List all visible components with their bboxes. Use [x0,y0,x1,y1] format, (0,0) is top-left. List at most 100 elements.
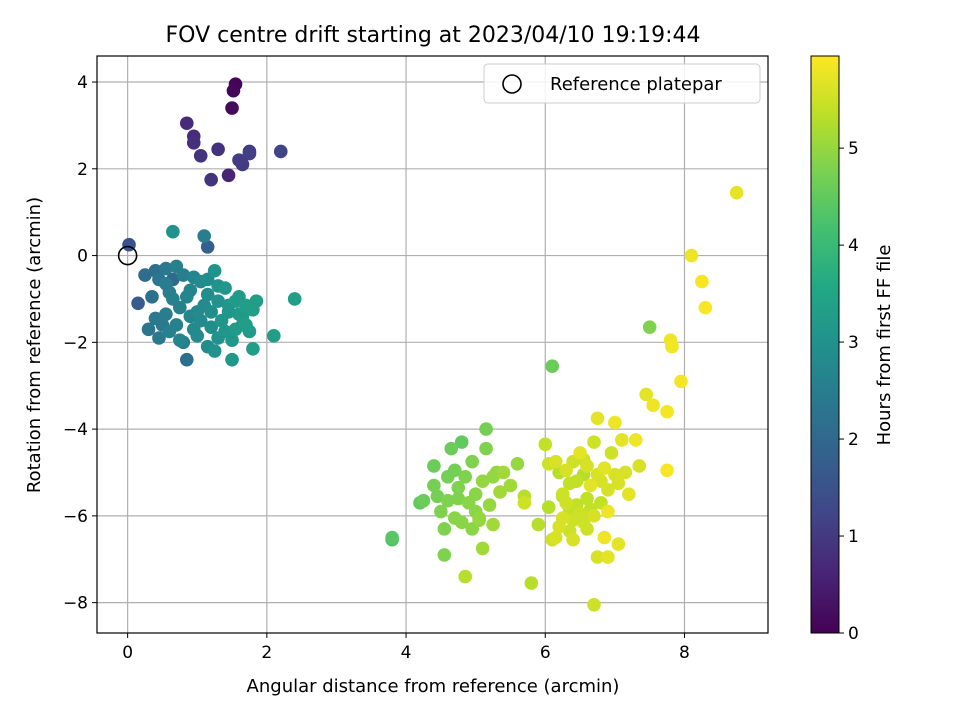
data-point [246,342,260,356]
data-point [590,411,605,426]
data-point [145,289,159,304]
data-point [204,172,218,187]
data-point [597,461,612,475]
data-point [159,276,173,291]
data-point [615,433,629,447]
data-point [447,511,462,525]
colorbar-gradient [810,55,840,634]
data-point [204,305,218,319]
data-point [479,422,493,436]
data-point [221,168,236,183]
data-point [597,530,612,545]
data-point [646,398,660,413]
y-tick-label: −2 [63,333,88,353]
legend-label-reference: Reference platepar [550,74,722,95]
data-point [193,148,208,163]
data-point [674,374,688,389]
data-point [698,300,713,315]
data-point [639,387,653,402]
data-point [131,296,145,311]
data-point [611,476,626,491]
data-point [232,153,246,167]
data-point [628,433,643,447]
x-tick-label: 0 [122,643,133,663]
data-point [587,509,601,523]
data-point [451,480,466,495]
data-point [548,530,563,545]
data-point [531,517,546,532]
data-point [524,576,539,590]
data-point [475,474,490,488]
data-point [695,274,709,289]
data-point [479,441,493,456]
data-point [642,320,657,334]
data-point [458,569,473,584]
grid-lines [97,56,768,633]
data-point [218,324,232,339]
data-point [266,329,281,343]
data-point [385,530,399,545]
data-point [538,437,553,452]
data-point [486,470,500,484]
x-axis-label: Angular distance from reference (arcmin) [247,676,620,697]
y-axis-ticks: −8 −6 −4 −2 0 2 4 [63,73,97,614]
data-point [611,537,626,551]
data-point [604,446,619,460]
data-point [416,493,431,508]
data-point [618,465,633,480]
data-point [621,487,636,501]
data-point [207,344,222,358]
data-point [465,454,479,469]
data-point [204,320,218,334]
data-point [503,478,518,493]
data-point [541,500,556,514]
data-point [587,598,601,612]
data-point [510,457,525,471]
data-point [249,294,264,308]
data-point [447,463,462,478]
data-point [632,459,647,473]
data-point [458,470,473,484]
data-point [159,261,173,276]
data-point [211,142,225,157]
data-point [179,116,194,131]
data-point [287,292,302,306]
data-point [197,229,211,243]
y-axis-label: Rotation from reference (arcmin) [24,197,45,493]
data-point [569,474,584,488]
legend-box [483,63,761,104]
data-point [608,415,622,430]
x-tick-label: 6 [540,643,551,663]
data-point [169,259,184,274]
colorbar-ticks: 0 1 2 3 4 5 [839,139,859,644]
data-point [441,493,455,508]
data-point [548,454,563,469]
data-point [225,101,239,115]
colorbar-tick-label: 1 [848,527,859,547]
data-point [517,496,532,510]
data-point [166,292,180,306]
data-point [207,263,222,278]
colorbar-tick-label: 5 [848,139,859,159]
data-point [468,487,483,501]
data-point [434,504,448,519]
x-tick-label: 8 [679,643,690,663]
data-point [427,478,441,493]
data-point [173,333,187,347]
y-tick-label: 4 [77,73,88,93]
data-point [152,331,166,345]
data-point [486,517,500,532]
data-point [660,463,674,478]
data-point [559,463,573,478]
data-point [545,359,560,373]
data-point [482,498,497,512]
colorbar-tick-label: 2 [848,430,859,450]
data-point [552,519,566,534]
chart-title: FOV centre drift starting at 2023/04/10 … [166,23,701,48]
x-tick-label: 4 [401,643,412,663]
data-point [226,83,241,98]
data-point [684,248,699,263]
data-point [138,268,152,282]
data-point [601,550,615,564]
data-point [211,294,225,308]
